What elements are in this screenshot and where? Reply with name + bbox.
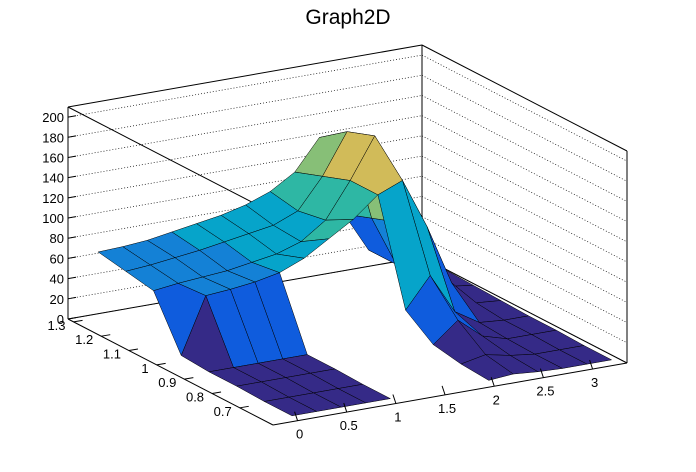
- y-tick-label: 1.2: [75, 332, 93, 347]
- z-tick: [67, 115, 77, 118]
- grid-line: [421, 236, 628, 344]
- grid-line: [421, 216, 628, 323]
- y-tick-label: 0.9: [158, 375, 176, 390]
- x-tick-label: 0.5: [340, 418, 358, 433]
- y-tick: [239, 405, 249, 409]
- grid-line: [67, 54, 423, 118]
- z-tick-label: 140: [42, 171, 64, 186]
- z-tick: [67, 216, 77, 219]
- y-tick-label: 1.1: [103, 347, 121, 362]
- y-axis: [67, 318, 274, 426]
- grid-line: [421, 196, 628, 303]
- y-tick: [101, 334, 111, 337]
- y-tick: [211, 391, 222, 394]
- y-tick-label: 0.7: [214, 404, 232, 419]
- chart-title: Graph2D: [305, 6, 390, 29]
- grid-line: [421, 74, 628, 182]
- grid-line: [421, 95, 628, 202]
- z-tick: [67, 256, 77, 259]
- x-tick: [589, 359, 594, 370]
- z-tick-label: 100: [42, 211, 64, 226]
- x-tick: [392, 394, 397, 404]
- y-tick-label: 1: [141, 361, 148, 376]
- z-tick: [67, 276, 77, 280]
- z-tick-label: 20: [50, 292, 64, 307]
- z-tick-label: 60: [50, 251, 64, 266]
- grid-line: [421, 54, 628, 162]
- box-edge: [67, 106, 274, 214]
- y-tick-label: 0.8: [186, 389, 204, 404]
- box-edge: [421, 44, 628, 152]
- box-edge: [421, 256, 628, 364]
- grid-line: [421, 175, 628, 283]
- x-tick-label: 2: [493, 392, 500, 407]
- x-tick-label: 0: [296, 427, 303, 442]
- z-tick-label: 120: [42, 191, 64, 206]
- z-tick: [67, 195, 77, 199]
- grid-line: [67, 74, 423, 138]
- z-tick: [67, 175, 77, 179]
- y-tick-label: 1.3: [47, 318, 65, 333]
- x-tick-label: 1.5: [438, 401, 456, 416]
- y-tick: [128, 348, 139, 352]
- x-tick-label: 2.5: [536, 384, 554, 399]
- grid-line: [421, 115, 628, 222]
- x-tick: [441, 385, 446, 396]
- x-tick: [539, 368, 544, 378]
- z-tick-label: 0: [57, 312, 64, 327]
- y-tick: [73, 319, 83, 323]
- grid-line: [421, 155, 628, 263]
- z-tick-label: 160: [42, 150, 64, 165]
- y-tick: [156, 362, 166, 366]
- x-tick-label: 3: [591, 375, 598, 390]
- x-tick: [294, 411, 299, 421]
- z-tick: [67, 155, 77, 158]
- x-axis: [272, 362, 628, 426]
- z-tick: [67, 135, 77, 138]
- x-tick: [343, 402, 348, 413]
- z-tick: [67, 236, 77, 239]
- grid-line: [421, 135, 628, 243]
- box-edge: [67, 44, 423, 108]
- surface-cell: [263, 396, 318, 417]
- y-tick: [184, 377, 194, 380]
- z-tick-label: 200: [42, 110, 64, 125]
- x-tick-label: 1: [394, 409, 401, 424]
- x-tick: [490, 377, 495, 387]
- z-tick: [67, 296, 77, 300]
- surface-cell: [460, 354, 514, 381]
- z-tick-label: 40: [50, 272, 64, 287]
- z-tick-label: 80: [50, 231, 64, 246]
- z-tick-label: 180: [42, 130, 64, 145]
